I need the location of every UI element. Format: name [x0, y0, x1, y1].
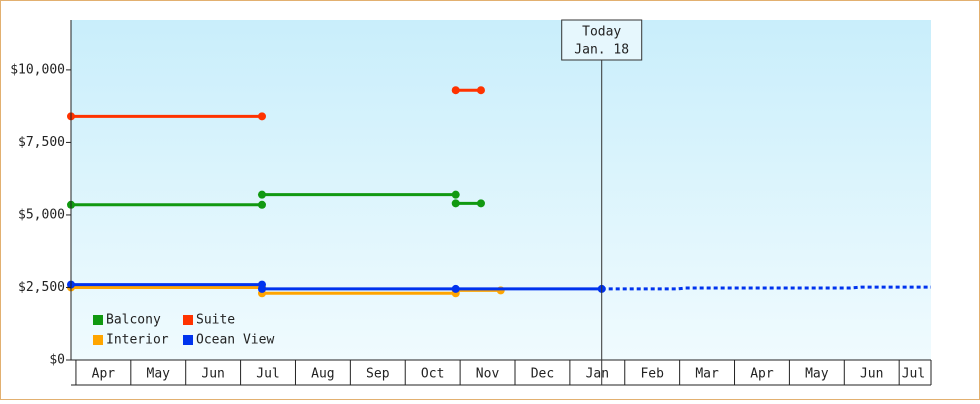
price-point [476, 199, 485, 208]
x-tick-label: Dec [531, 367, 554, 382]
x-tick-label: Aug [311, 367, 334, 382]
x-tick-label: Jun [201, 367, 224, 382]
forecast-line [601, 285, 931, 291]
price-point [451, 284, 460, 293]
y-tick-label: $0 [49, 353, 65, 368]
today-date: Jan. 18 [574, 43, 629, 58]
legend-label: Interior [106, 333, 169, 348]
plot-area [71, 20, 931, 360]
x-tick-label: Jun [860, 367, 883, 382]
series-line [71, 193, 481, 207]
price-point [451, 199, 460, 208]
x-tick-label: Apr [750, 367, 774, 382]
x-tick-label: Oct [421, 367, 444, 382]
legend-label: Suite [196, 313, 235, 328]
legend-swatch [183, 335, 193, 345]
y-tick-label: $7,500 [18, 135, 65, 150]
x-tick-label: Mar [695, 367, 719, 382]
price-point [476, 86, 485, 95]
legend-swatch [93, 335, 103, 345]
x-tick-label: Sep [366, 367, 390, 382]
today-box [561, 19, 643, 61]
legend-label: Ocean View [196, 333, 274, 348]
legend-swatch [93, 315, 103, 325]
y-tick-label: $10,000 [10, 62, 65, 77]
x-tick-label: May [805, 367, 829, 382]
y-tick-label: $5,000 [18, 207, 65, 222]
price-point [451, 190, 460, 199]
legend-label: Balcony [106, 313, 161, 328]
x-tick-label: Jul [256, 367, 279, 382]
price-point [257, 200, 266, 209]
x-tick-label: Apr [92, 367, 116, 382]
x-tick-label: Feb [640, 367, 664, 382]
x-tick-label: May [147, 367, 171, 382]
x-tick-label: Nov [476, 367, 500, 382]
price-point [451, 86, 460, 95]
today-label: Today [582, 25, 621, 40]
series-line [71, 88, 481, 118]
price-point [257, 112, 266, 121]
price-point [257, 190, 266, 199]
legend-swatch [183, 315, 193, 325]
y-tick-label: $2,500 [18, 280, 65, 295]
x-tick-label: Jan [586, 367, 609, 382]
x-tick-label: Jul [902, 367, 925, 382]
price-point [257, 284, 266, 293]
